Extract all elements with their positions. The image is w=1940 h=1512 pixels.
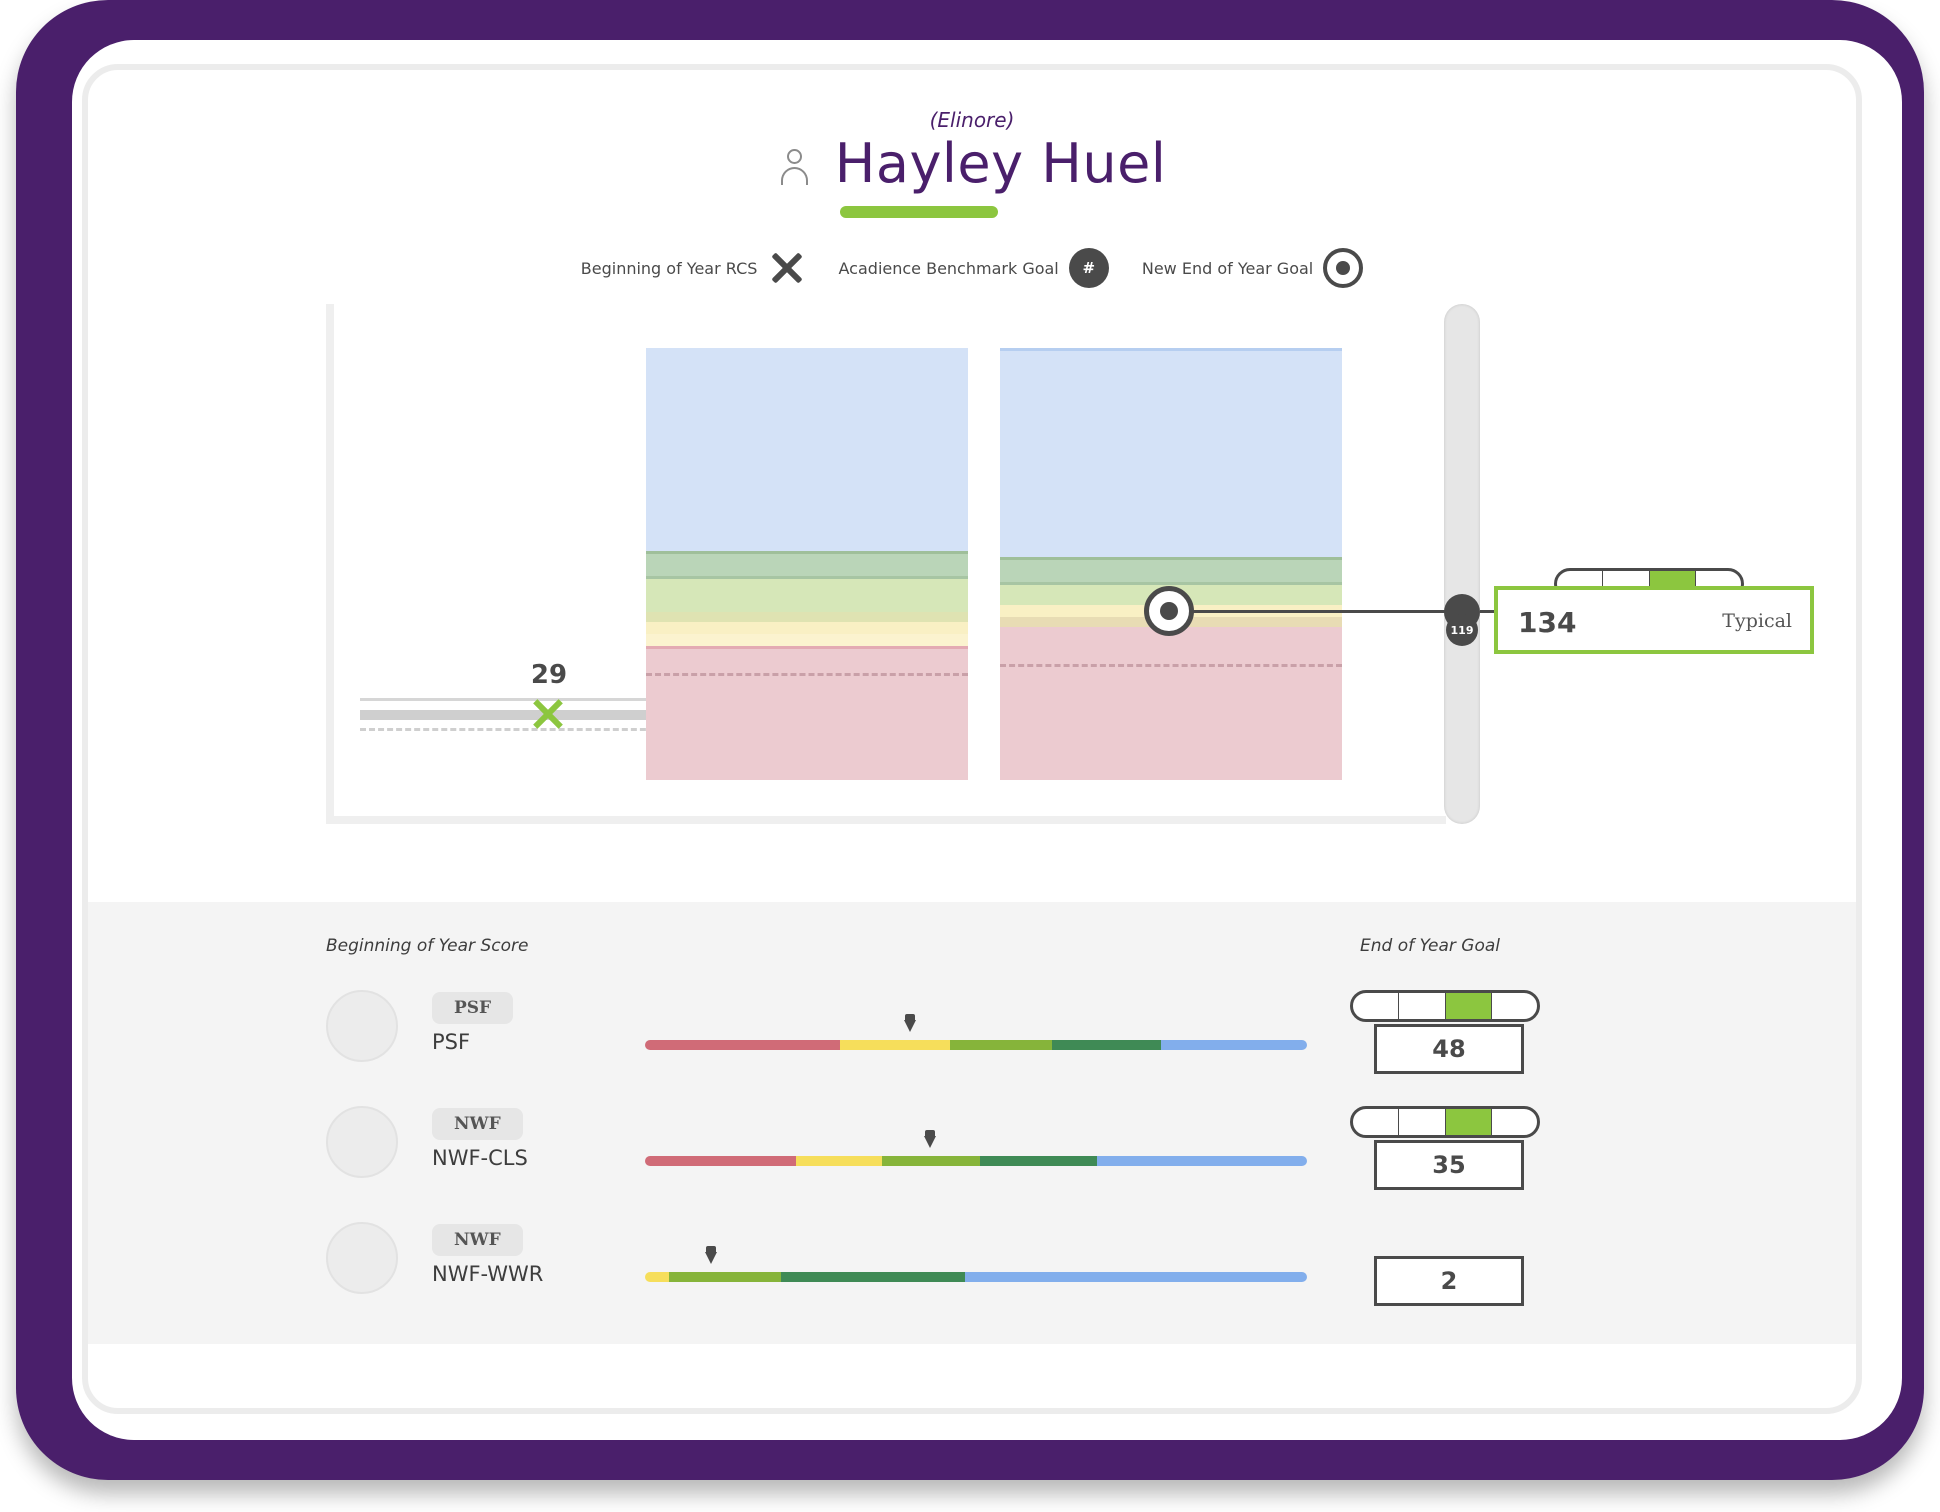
measure-bar-segment [645, 1272, 671, 1282]
goal-slider-track[interactable] [1444, 304, 1480, 824]
target-icon [1323, 248, 1364, 288]
goal-bands-column [1000, 348, 1342, 780]
measure-goal-box[interactable]: 35 [1374, 1140, 1524, 1190]
measure-range-bar [645, 1040, 1307, 1050]
benchmark-bands-column [646, 348, 968, 780]
boy-score-header: Beginning of Year Score [326, 936, 529, 956]
goal-chart: 29 [326, 304, 1496, 824]
legend-item-boy-rcs: Beginning of Year RCS [581, 249, 806, 287]
measure-level-pill [1350, 1106, 1540, 1138]
boy-score-x-icon [530, 696, 566, 732]
boy-track-line [360, 698, 682, 701]
legend-item-benchmark-goal: Acadience Benchmark Goal # [839, 248, 1109, 288]
measure-score-circle [326, 1106, 398, 1178]
hash-badge-icon: # [1068, 248, 1109, 288]
boy-track-dashed [360, 728, 682, 731]
boy-track-bar [360, 710, 682, 720]
measure-bar-segment [645, 1156, 797, 1166]
slider-value-label: 119 [1446, 614, 1478, 646]
goal-setting-panel: (Elinore) Hayley Huel Beginning of Year … [82, 64, 1862, 1414]
measure-bar-segment [949, 1040, 1054, 1050]
measure-score-circle [326, 1222, 398, 1294]
boy-score-label: 29 [530, 660, 568, 690]
measure-name: NWF-CLS [432, 1146, 528, 1170]
measure-pointer-icon[interactable] [705, 1246, 718, 1264]
measure-bar-segment [840, 1040, 951, 1050]
student-nickname: (Elinore) [929, 108, 1015, 132]
measure-pointer-icon[interactable] [923, 1130, 936, 1148]
eoy-goal-header: End of Year Goal [1360, 936, 1501, 956]
measure-score-circle [326, 990, 398, 1062]
measure-name: NWF-WWR [432, 1262, 544, 1286]
goal-level-label: Typical [1722, 610, 1792, 632]
x-mark-icon [767, 249, 805, 287]
measure-name: PSF [432, 1030, 471, 1054]
measure-bar-segment [1052, 1040, 1163, 1050]
measure-bar-segment [979, 1156, 1099, 1166]
student-name: Hayley Huel [834, 132, 1167, 195]
measure-goal-box[interactable]: 48 [1374, 1024, 1524, 1074]
new-goal-target-icon[interactable] [1144, 586, 1194, 636]
goal-value: 134 [1518, 606, 1577, 639]
measure-bar-segment [669, 1272, 782, 1282]
measure-badge: NWF [432, 1108, 523, 1140]
measure-row: NWF NWF-WWR 2 [88, 1222, 1856, 1312]
legend-item-new-eoy-goal: New End of Year Goal [1141, 248, 1364, 288]
measure-row: PSF PSF 48 [88, 990, 1856, 1080]
measure-bar-segment [795, 1156, 883, 1166]
measure-bar-segment [1097, 1156, 1307, 1166]
measure-pointer-icon[interactable] [903, 1014, 916, 1032]
measure-row: NWF NWF-CLS 35 [88, 1106, 1856, 1196]
measure-range-bar [645, 1156, 1307, 1166]
person-icon [778, 141, 812, 187]
measure-bar-segment [780, 1272, 966, 1282]
measure-bar-segment [881, 1156, 981, 1166]
measure-bar-segment [964, 1272, 1307, 1282]
legend-label-new-eoy-goal: New End of Year Goal [1141, 258, 1314, 278]
measure-bar-segment [1161, 1040, 1307, 1050]
measures-section: Beginning of Year Score End of Year Goal… [88, 902, 1856, 1344]
legend-label-boy-rcs: Beginning of Year RCS [580, 258, 758, 278]
measure-badge: PSF [432, 992, 514, 1024]
measure-level-pill [1350, 990, 1540, 1022]
goal-value-box[interactable]: 134 Typical [1494, 586, 1814, 654]
measure-range-bar [645, 1272, 1307, 1282]
measure-bar-segment [645, 1040, 842, 1050]
goal-connector-line-right [1480, 610, 1496, 613]
name-underline [840, 206, 998, 218]
goal-connector-line [1184, 610, 1460, 613]
student-header: Hayley Huel [88, 132, 1856, 195]
measure-goal-box[interactable]: 2 [1374, 1256, 1524, 1306]
chart-legend: Beginning of Year RCS Acadience Benchmar… [88, 248, 1856, 292]
measure-badge: NWF [432, 1224, 523, 1256]
legend-label-benchmark-goal: Acadience Benchmark Goal [838, 258, 1059, 278]
